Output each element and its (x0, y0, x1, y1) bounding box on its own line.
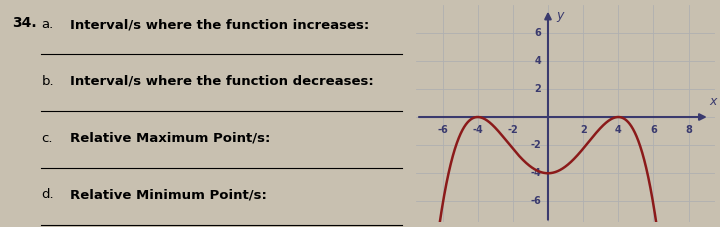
Text: 2: 2 (580, 125, 587, 135)
Text: c.: c. (42, 132, 53, 145)
Text: -6: -6 (530, 196, 541, 206)
Text: -4: -4 (530, 168, 541, 178)
Text: 8: 8 (685, 125, 692, 135)
Text: 4: 4 (534, 56, 541, 66)
Text: a.: a. (42, 18, 54, 31)
Text: x: x (710, 95, 717, 108)
Text: d.: d. (42, 188, 54, 201)
Text: -2: -2 (530, 140, 541, 150)
Text: -6: -6 (437, 125, 448, 135)
Text: Relative Minimum Point/s:: Relative Minimum Point/s: (71, 188, 267, 201)
Text: 6: 6 (534, 28, 541, 38)
Text: Relative Maximum Point/s:: Relative Maximum Point/s: (71, 132, 271, 145)
Text: 6: 6 (650, 125, 657, 135)
Text: y: y (557, 9, 564, 22)
Text: Interval/s where the function increases:: Interval/s where the function increases: (71, 18, 369, 31)
Text: b.: b. (42, 75, 54, 88)
Text: Interval/s where the function decreases:: Interval/s where the function decreases: (71, 75, 374, 88)
Text: -4: -4 (472, 125, 483, 135)
Text: 34.: 34. (12, 16, 37, 30)
Text: 4: 4 (615, 125, 621, 135)
Text: -2: -2 (508, 125, 518, 135)
Text: 2: 2 (534, 84, 541, 94)
